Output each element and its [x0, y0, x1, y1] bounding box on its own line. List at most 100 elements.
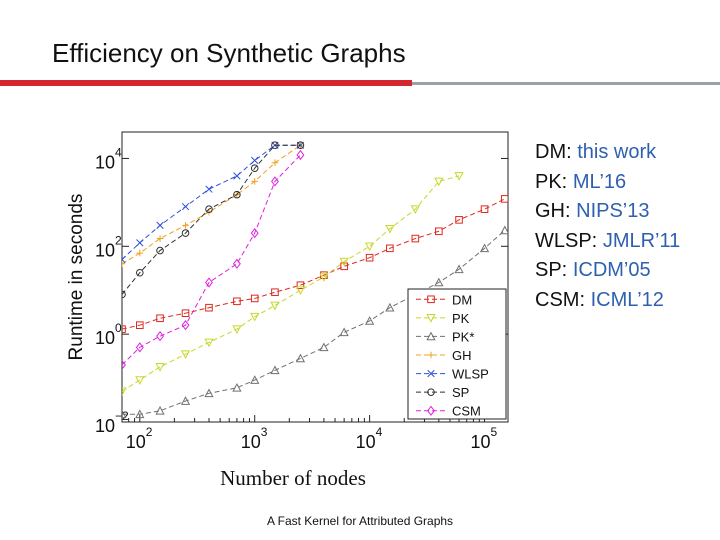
reference-item: PK: ML’16 — [535, 168, 680, 198]
data-point-pk — [135, 409, 145, 419]
reference-source: this work — [577, 141, 657, 163]
data-point-pk — [500, 225, 508, 235]
data-point-csm — [156, 331, 164, 342]
data-point-csm — [232, 258, 241, 269]
data-point-pk — [434, 277, 444, 287]
plot-frame — [121, 131, 509, 423]
data-point-pk — [339, 257, 349, 267]
data-point-pk — [155, 363, 165, 372]
data-point-pk — [155, 405, 165, 415]
legend-marker-wlsp — [427, 369, 435, 378]
legend-marker-csm — [427, 405, 435, 416]
data-point-pk — [434, 177, 444, 187]
data-point-pk — [454, 172, 464, 181]
data-point-pk — [385, 225, 395, 234]
x-tick-label: 10 — [471, 432, 491, 452]
data-point-gh — [182, 222, 189, 229]
reference-item: SP: ICDM’05 — [535, 256, 680, 286]
data-point-sp — [296, 141, 305, 150]
data-point-dm — [205, 303, 213, 312]
x-tick-label-exponent: 3 — [261, 425, 268, 439]
data-point-pk — [454, 264, 464, 274]
y-tick-label: 10 — [95, 328, 115, 348]
legend-marker-dm — [427, 295, 435, 304]
data-point-sp — [136, 268, 144, 277]
series-dm — [122, 195, 508, 333]
legend-label-dm: DM — [452, 292, 472, 307]
legend-box — [407, 288, 507, 420]
x-axis-title: Number of nodes — [220, 466, 366, 490]
data-point-dm — [181, 309, 190, 317]
legend-label-sp: SP — [452, 385, 469, 400]
legend-marker-gh — [427, 351, 435, 359]
data-point-pk — [122, 409, 127, 419]
references-list: DM: this work PK: ML’16 GH: NIPS’13 WLSP… — [535, 138, 680, 316]
data-point-gh — [156, 235, 164, 242]
data-point-wlsp — [181, 202, 190, 211]
y-axis-title: Runtime in seconds — [66, 194, 87, 361]
data-point-wlsp — [233, 172, 241, 180]
data-point-dm — [340, 262, 348, 271]
reference-method: DM: — [535, 141, 572, 163]
data-point-dm — [271, 288, 279, 297]
data-point-pk — [232, 325, 242, 335]
data-point-csm — [296, 149, 305, 161]
data-point-wlsp — [156, 221, 164, 229]
data-point-pk — [122, 387, 127, 397]
data-point-pk — [339, 327, 349, 337]
reference-source: ML’16 — [572, 170, 627, 193]
series-line-pk — [122, 230, 506, 415]
reference-source: ICML’12 — [590, 288, 664, 311]
reference-method: GH: — [535, 200, 571, 223]
reference-item: CSM: ICML’12 — [535, 286, 680, 316]
data-point-pk — [295, 286, 306, 296]
x-tick-label: 10 — [241, 432, 261, 452]
data-point-sp — [122, 290, 126, 299]
x-tick-label-exponent: 4 — [376, 425, 383, 439]
data-point-csm — [250, 227, 259, 239]
x-tick-label: 10 — [356, 432, 376, 452]
data-point-pk — [364, 316, 375, 325]
data-point-wlsp — [122, 255, 126, 264]
reference-item: GH: NIPS’13 — [535, 197, 680, 227]
data-point-gh — [251, 178, 259, 185]
x-tick-label: 10 — [126, 432, 146, 452]
x-tick-label-exponent: 5 — [491, 425, 498, 439]
data-point-csm — [205, 277, 213, 288]
data-point-gh — [136, 249, 144, 257]
data-point-pk — [364, 242, 375, 252]
data-point-pk — [270, 365, 280, 375]
data-point-pk — [232, 382, 242, 392]
data-point-pk — [250, 312, 260, 322]
data-point-dm — [250, 294, 259, 303]
chart-legend: DM PK PK* GH WLSP SP CSM — [407, 288, 507, 420]
data-point-dm — [500, 195, 508, 203]
series-csm — [122, 149, 305, 370]
data-point-pk — [135, 376, 145, 385]
legend-marker-pk — [426, 331, 436, 341]
series-pk — [122, 225, 508, 419]
reference-method: CSM: — [535, 288, 585, 311]
data-point-wlsp — [136, 239, 144, 247]
data-point-csm — [122, 359, 126, 370]
legend-label-csm: CSM — [452, 404, 481, 419]
plot-area — [122, 141, 508, 419]
data-point-dm — [480, 205, 489, 213]
data-point-pk — [180, 396, 191, 405]
reference-source: ICDM’05 — [572, 259, 651, 282]
data-point-dm — [233, 297, 241, 306]
reference-method: SP: — [535, 259, 568, 282]
series-wlsp — [122, 141, 305, 264]
series-sp — [122, 141, 305, 299]
reference-method: WLSP: — [535, 229, 598, 252]
legend-marker-sp — [427, 388, 435, 396]
title-divider-line — [412, 82, 720, 85]
data-point-sp — [271, 141, 279, 150]
data-point-pk — [204, 388, 214, 398]
legend-label-gh: GH — [452, 348, 472, 363]
data-point-dm — [136, 321, 144, 329]
data-point-dm — [156, 314, 164, 323]
legend-label-wlsp: WLSP — [452, 367, 489, 382]
series-gh — [122, 141, 304, 268]
